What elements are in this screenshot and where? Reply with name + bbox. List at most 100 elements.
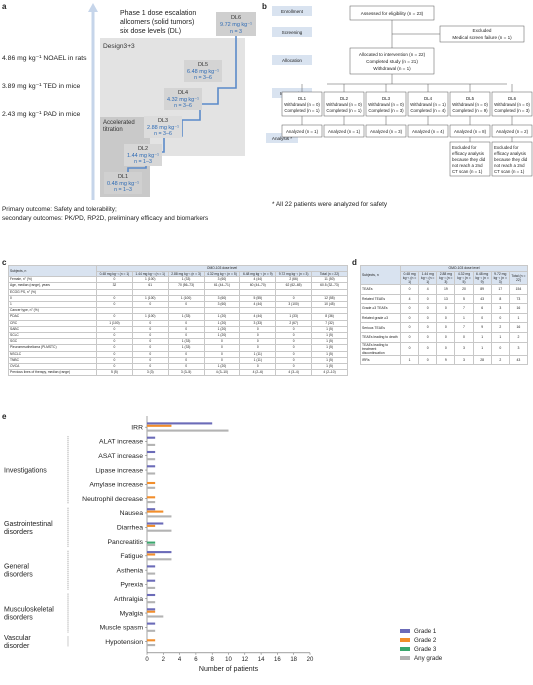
row-label: Cancer type, n° (%) [8, 307, 97, 315]
category-label: Amylase increase [89, 482, 143, 489]
legend-swatch [400, 629, 410, 634]
svg-text:CT scan (n = 1): CT scan (n = 1) [494, 169, 525, 174]
bar-any-grade [147, 443, 156, 446]
threshold-noael: 4.86 mg kg⁻¹ NOAEL in rats [2, 55, 87, 62]
svg-text:Withdrawal (n = 0): Withdrawal (n = 0) [368, 102, 404, 107]
row-label: 1 [8, 300, 97, 309]
allocated-line-1: Allocated to intervention (n = 22) [359, 52, 426, 57]
group-label: Gastrointestinal disorders [4, 521, 53, 536]
legend-label: Grade 2 [414, 637, 437, 644]
table-cell [311, 288, 348, 296]
table-row: TEAEs leading to death 0 0 0 0 1 1 2 [360, 331, 529, 343]
column-header: 1.44 mg kg⁻¹ (n = 1) [131, 271, 169, 278]
table-cell: 43 [472, 293, 492, 305]
table-cell: 7 [454, 303, 474, 314]
column-header: 9.72 mg kg⁻¹ (n = 3) [490, 271, 510, 285]
table-cell: 8 (36) [311, 313, 348, 321]
bar-grade-1 [147, 522, 164, 525]
dl1-box: DL1 0.48 mg kg⁻¹ n = 1–3 [104, 172, 142, 194]
table-cell: 0 [418, 354, 438, 366]
category-label: Lipase increase [95, 467, 143, 474]
bar-any-grade [147, 601, 156, 604]
design-3plus3-label: Design3+3 [103, 43, 135, 50]
x-tick-label: 18 [290, 657, 297, 663]
allocated-line-2: Completed study (n = 21) [366, 59, 418, 64]
table-cell: 1 [454, 312, 474, 324]
table-cell: 60.5 (32–73) [311, 282, 348, 290]
bar-any-grade [147, 558, 172, 561]
table-row: Age, median (range), years 32 61 70 (56–73)… [8, 282, 348, 290]
row-label: IRRs [360, 354, 401, 366]
category-label: Pancreatitis [107, 539, 143, 546]
svg-text:2.88 mg kg⁻¹: 2.88 mg kg⁻¹ [147, 125, 179, 131]
svg-text:n = 1–3: n = 1–3 [114, 187, 132, 193]
row-label: Serious TEAEs [360, 322, 401, 333]
svg-text:4.32 mg kg⁻¹: 4.32 mg kg⁻¹ [167, 97, 199, 103]
table-cell: 43 [508, 354, 529, 366]
svg-text:DL3: DL3 [158, 118, 168, 124]
row-label: Related TEAEs [360, 293, 401, 305]
x-tick-label: 8 [211, 657, 215, 663]
legend-item: Grade 1 [400, 628, 436, 635]
bar-any-grade [147, 629, 156, 632]
row-label: Female, n° (%) [8, 276, 97, 284]
bar-grade-2 [147, 481, 156, 485]
table-cell: 1 (5) [311, 338, 348, 346]
bar-grade-2 [147, 424, 172, 427]
category-label: Hypotension [105, 639, 143, 646]
row-label: SCLC [8, 332, 97, 340]
group-label: Investigations [4, 468, 47, 475]
bar-grade-1 [147, 450, 156, 454]
table-cell: 0 [399, 341, 420, 356]
outcome-primary: Primary outcome: Safety and tolerability… [2, 206, 117, 213]
category-label: Nausea [120, 510, 144, 517]
table-cell: 4 (3–4) [275, 369, 313, 377]
table-row: PDAC 0 1 (100) 1 (33) 1 (20) 4 (44) 1 (33) 8 (3… [8, 313, 348, 321]
column-header: 2.88 mg kg⁻¹ (n = 3) [167, 271, 205, 278]
svg-text:because they did: because they did [452, 157, 486, 162]
table-cell: 17 [490, 284, 510, 295]
x-tick-label: 4 [178, 657, 182, 663]
row-label: SGC [8, 338, 97, 346]
panel-a-title-3: six dose levels (DL) [120, 28, 181, 35]
svg-text:DL5: DL5 [198, 62, 208, 68]
table-cell: 5 [454, 293, 474, 305]
table-row: SCLC 0 0 0 1 (20) 0 0 1 (5) [8, 332, 348, 340]
stage-allocation: Allocation [282, 58, 302, 63]
svg-text:Completed (n = 3): Completed (n = 3) [368, 108, 404, 113]
table-cell: 1 (5) [311, 363, 348, 371]
table-cell: 0 [399, 303, 420, 314]
table-row: SABC 0 0 0 1 (20) 0 0 1 (5) [8, 325, 348, 334]
table-cell: 3 (3) [131, 369, 169, 377]
dose-header: OMO-103 dose level [96, 264, 348, 273]
table-cell: 0 [436, 341, 456, 356]
excluded-reason: Medical screen failure (n = 1) [452, 35, 512, 40]
panel-e-chart: 0 2 4 6 8 10 12 14 16 18 20 Number of patients IRR AL… [4, 416, 314, 673]
table-row: Previous lines of therapy, median (range… [8, 369, 348, 377]
svg-text:0.48 mg kg⁻¹: 0.48 mg kg⁻¹ [107, 181, 139, 187]
legend-swatch [400, 638, 410, 643]
x-tick-label: 0 [145, 657, 149, 663]
legend-item: Grade 3 [400, 646, 436, 653]
stage-enrollment: Enrollment [281, 9, 304, 14]
x-tick-label: 20 [307, 657, 314, 663]
svg-text:DL2: DL2 [138, 146, 148, 152]
row-label: TEAEs [360, 284, 401, 295]
bar-any-grade [147, 472, 156, 475]
table-cell: 1 (5) [311, 344, 348, 352]
table-cell: 2 [508, 331, 529, 343]
row-label: PDAC [8, 313, 97, 321]
table-cell: 0 [472, 312, 492, 324]
bar-any-grade [147, 572, 156, 575]
svg-text:Completed (n = 4): Completed (n = 4) [410, 108, 446, 113]
table-cell: 0 [490, 312, 510, 324]
bar-grade-2 [147, 496, 156, 499]
table-cell: 19 [436, 284, 456, 295]
group-label: General disorders [4, 564, 33, 579]
table-cell: 0 [490, 341, 510, 356]
threshold-pad: 2.43 mg kg⁻¹ PAD in mice [2, 111, 80, 118]
table-cell: 9 [436, 354, 456, 366]
bar-grade-1 [147, 422, 213, 425]
svg-text:because they did: because they did [494, 157, 528, 162]
